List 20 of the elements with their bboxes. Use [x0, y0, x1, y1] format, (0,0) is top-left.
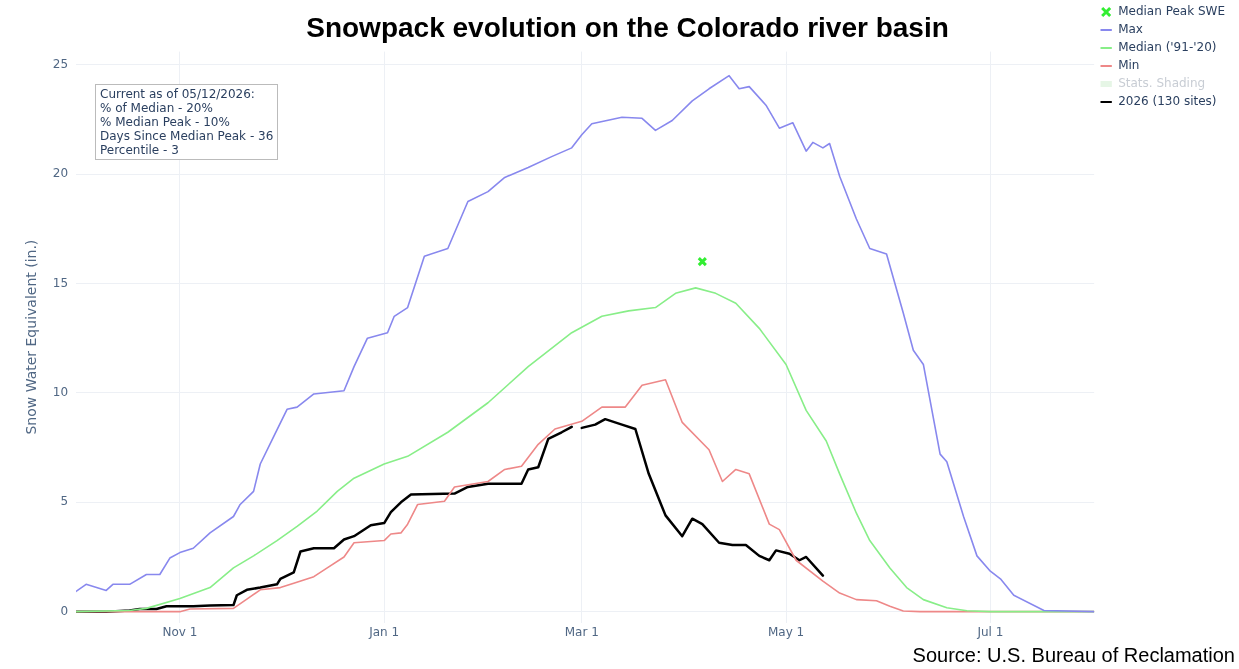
x-tick-label: Mar 1 [564, 624, 599, 639]
x-tick-label: Jul 1 [976, 624, 1004, 639]
x-tick-label: Nov 1 [162, 624, 198, 639]
source-note: Source: U.S. Bureau of Reclamation [912, 644, 1235, 667]
legend-label: Median ('91-'20) [1118, 40, 1217, 55]
legend-label: Min [1118, 58, 1140, 73]
legend-label: 2026 (130 sites) [1118, 94, 1217, 109]
y-tick-label: 5 [60, 494, 69, 509]
legend-label: Median Peak SWE [1118, 4, 1226, 19]
annotation: Current as of 05/12/2026: % of Median - 20% % Median Peak - 10% Days Since Median Peak - 36 Percentile - 3 [95, 84, 279, 160]
y-tick-label: 15 [52, 275, 69, 290]
chart-title: Snowpack evolution on the Colorado river basin [306, 11, 949, 43]
legend-label: Max [1118, 22, 1143, 37]
y-tick-label: 20 [52, 166, 69, 181]
x-tick-label: May 1 [767, 624, 805, 639]
y-tick-label: 10 [52, 385, 69, 400]
y-tick-label: 0 [60, 603, 69, 618]
x-tick-label: Jan 1 [368, 624, 400, 639]
y-tick-label: 25 [52, 56, 69, 71]
y-axis-title: Snow Water Equivalent (in.) [23, 239, 40, 435]
